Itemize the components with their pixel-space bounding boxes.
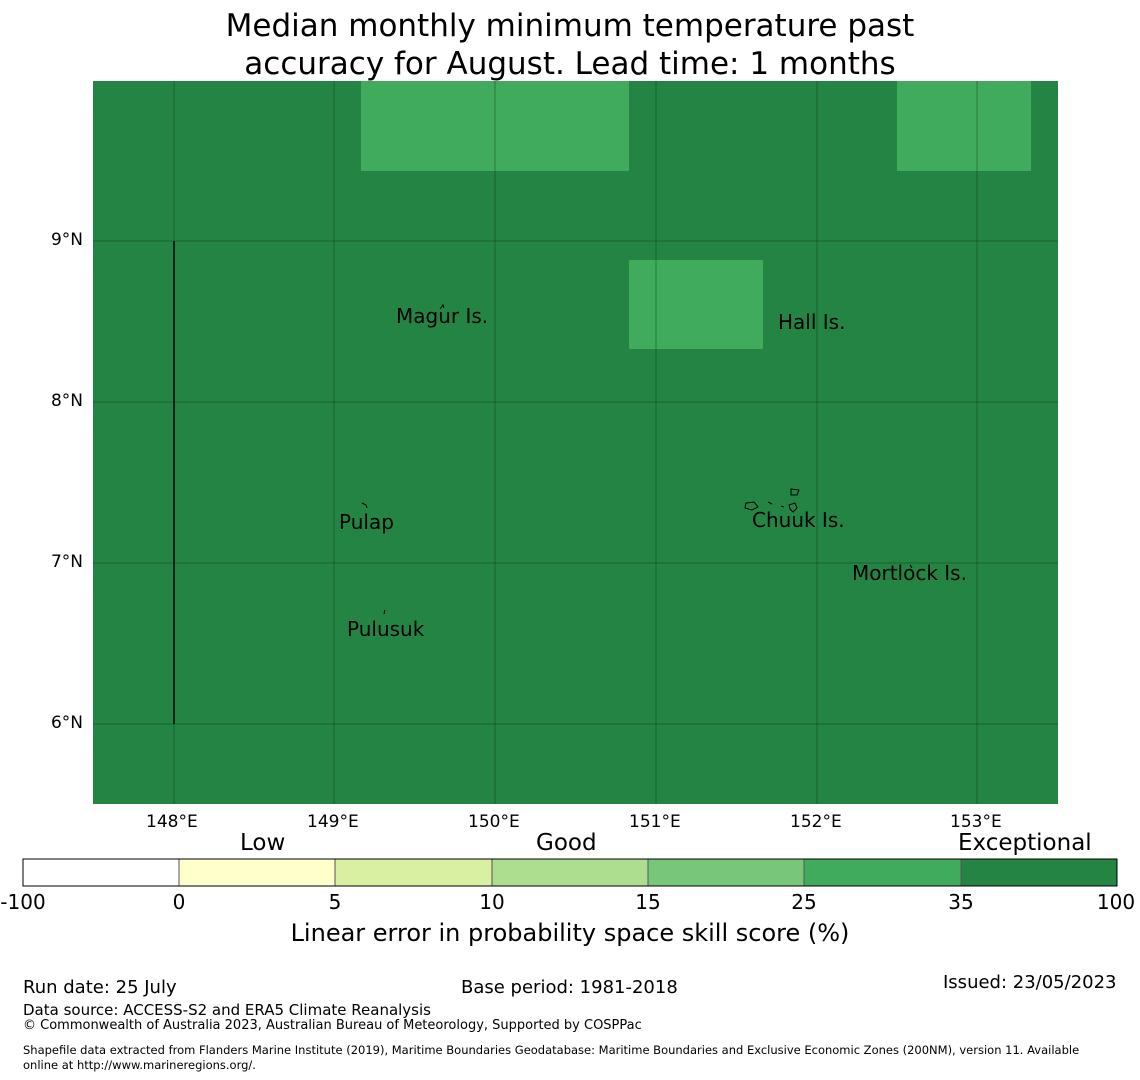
colorbar-tick: 5 xyxy=(328,890,342,914)
lat-tick-7n: 7°N xyxy=(50,552,83,572)
map-title-line-1: Median monthly minimum temperature past xyxy=(225,8,915,44)
map-cell-highlight xyxy=(629,260,763,349)
colorbar-swatch xyxy=(960,858,1118,887)
category-exceptional: Exceptional xyxy=(958,830,1092,856)
map-cell-highlight xyxy=(897,81,1031,171)
issued-date: Issued: 23/05/2023 xyxy=(943,972,1117,993)
colorbar xyxy=(22,858,1118,887)
lon-tick-148: 148°E xyxy=(146,812,198,832)
lat-tick-8n: 8°N xyxy=(50,391,83,411)
colorbar-swatch xyxy=(803,858,962,887)
category-good: Good xyxy=(536,830,597,856)
copyright: © Commonwealth of Australia 2023, Austra… xyxy=(23,1018,642,1033)
map-background xyxy=(93,81,1058,804)
lon-tick-152: 152°E xyxy=(790,812,842,832)
lon-tick-153: 153°E xyxy=(950,812,1002,832)
pulap-island-outline xyxy=(361,502,368,509)
chuuk-island-outline xyxy=(744,488,800,513)
data-source: Data source: ACCESS-S2 and ERA5 Climate … xyxy=(23,1001,431,1019)
category-low: Low xyxy=(240,830,286,856)
island-outlines xyxy=(361,303,913,615)
place-label-mortlock: Mortlock Is. xyxy=(852,561,967,585)
colorbar-tick: 10 xyxy=(479,890,505,914)
mortlock-island-outline xyxy=(909,564,913,569)
magur-island-outline xyxy=(439,303,445,310)
shapefile-credit-line-2: online at http://www.marineregions.org/. xyxy=(23,1058,256,1072)
skill-map: Magur Is. Hall Is. Pulap Chuuk Is. Mortl… xyxy=(93,81,1058,804)
place-label-chuuk: Chuuk Is. xyxy=(752,508,845,532)
pulusuk-island-outline xyxy=(383,609,386,615)
place-label-pulusuk: Pulusuk xyxy=(347,617,425,641)
colorbar-swatch xyxy=(334,858,493,887)
colorbar-swatch xyxy=(491,858,649,887)
colorbar-tick: 25 xyxy=(791,890,817,914)
colorbar-tick: 15 xyxy=(635,890,661,914)
colorbar-swatch xyxy=(178,858,336,887)
place-label-pulap: Pulap xyxy=(339,510,394,534)
place-label-magur: Magur Is. xyxy=(396,304,488,328)
run-date: Run date: 25 July xyxy=(23,977,177,998)
colorbar-tick: 35 xyxy=(948,890,974,914)
lon-tick-150: 150°E xyxy=(468,812,520,832)
colorbar-tick: 100 xyxy=(1096,890,1136,914)
map-cell-highlight xyxy=(361,81,629,171)
colorbar-label: Linear error in probability space skill … xyxy=(290,919,850,947)
colorbar-swatch xyxy=(22,858,180,887)
lat-tick-6n: 6°N xyxy=(50,713,83,733)
map-gridlines xyxy=(93,81,1058,804)
lon-tick-149: 149°E xyxy=(307,812,359,832)
shapefile-credit-line-1: Shapefile data extracted from Flanders M… xyxy=(23,1043,1080,1057)
colorbar-tick: -100 xyxy=(0,890,46,914)
base-period: Base period: 1981-2018 xyxy=(461,977,678,998)
map-title-line-2: accuracy for August. Lead time: 1 months xyxy=(244,46,896,82)
place-label-hall: Hall Is. xyxy=(778,310,845,334)
lat-tick-9n: 9°N xyxy=(50,230,83,250)
lon-tick-151: 151°E xyxy=(629,812,681,832)
colorbar-swatch xyxy=(647,858,805,887)
colorbar-tick: 0 xyxy=(172,890,186,914)
